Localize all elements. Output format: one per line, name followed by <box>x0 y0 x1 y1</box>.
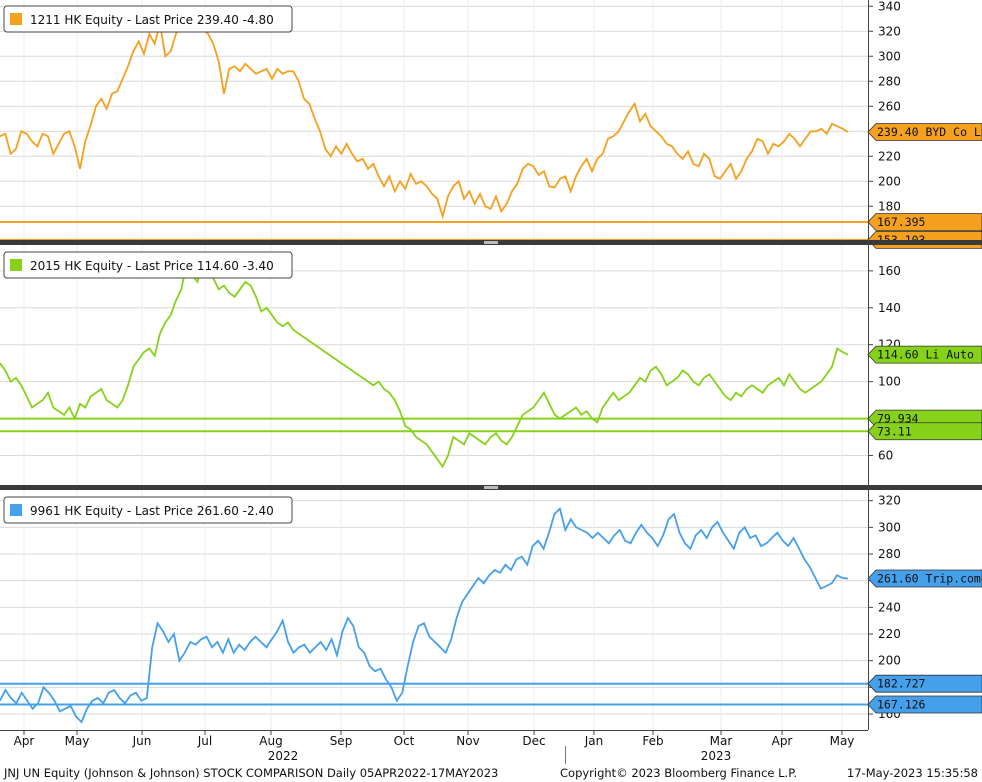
reference-tag-label: 167.126 <box>877 697 926 711</box>
panel-1211-hk: 180200220240260280300320340 167.395153.1… <box>0 0 982 249</box>
legend-swatch <box>10 259 22 271</box>
y-tick-label: 60 <box>878 448 893 462</box>
y-tick-label: 340 <box>878 0 901 13</box>
y-tick-label: 280 <box>878 74 901 88</box>
last-price-tag-label: 239.40 BYD Co Lt <box>877 125 982 139</box>
footer-description: JNJ UN Equity (Johnson & Johnson) STOCK … <box>3 766 498 780</box>
price-line <box>0 11 849 220</box>
legend-label: 9961 HK Equity - Last Price 261.60 -2.40 <box>30 504 274 518</box>
last-price-tag <box>867 345 982 364</box>
y-tick-label: 220 <box>878 627 901 641</box>
x-tick-label: Dec <box>522 734 545 748</box>
legend-swatch <box>10 504 22 516</box>
y-axis-ticks: 180200220240260280300320340 <box>868 0 901 213</box>
reference-tag <box>867 213 982 231</box>
reference-lines <box>0 682 868 706</box>
divider-grip[interactable] <box>484 486 498 489</box>
price-line <box>0 260 849 469</box>
y-tick-label: 220 <box>878 149 901 163</box>
year-label-2023: 2023 <box>701 749 732 763</box>
y-tick-label: 100 <box>878 375 901 389</box>
plot-area <box>0 490 868 730</box>
reference-lines <box>0 417 868 433</box>
reference-tag-label: 73.11 <box>877 424 912 438</box>
x-tick-label: Jan <box>584 734 604 748</box>
month-labels: Apr May Jun Jul Aug Sep Oct Nov Dec Jan Feb Mar Apr M… <box>14 730 855 748</box>
price-line <box>0 506 849 724</box>
x-tick-label: Apr <box>14 734 35 748</box>
gridlines <box>0 490 868 730</box>
y-tick-label: 300 <box>878 520 901 534</box>
last-price-tag-label: 114.60 Li Auto I <box>877 348 982 362</box>
year-label-2022: 2022 <box>268 749 299 763</box>
y-tick-label: 280 <box>878 547 901 561</box>
legend-swatch <box>10 13 22 25</box>
reference-tag <box>867 422 982 441</box>
footer-copyright: Copyright© 2023 Bloomberg Finance L.P. <box>560 766 797 780</box>
reference-tag-label: 182.727 <box>877 677 926 691</box>
y-tick-label: 260 <box>878 99 901 113</box>
value-tags[interactable]: 182.727 167.126 261.60 Trip.com <box>867 569 982 714</box>
y-tick-label: 160 <box>878 264 901 278</box>
footer: JNJ UN Equity (Johnson & Johnson) STOCK … <box>3 766 978 780</box>
last-price-tag-label: 261.60 Trip.com <box>877 572 981 586</box>
x-tick-label: Jun <box>132 734 152 748</box>
legend-box[interactable]: 2015 HK Equity - Last Price 114.60 -3.40 <box>3 251 293 279</box>
legend-label: 1211 HK Equity - Last Price 239.40 -4.80 <box>30 13 274 27</box>
x-tick-label: Nov <box>456 734 479 748</box>
panel-9961-hk: 160180200220240260280300320 182.727167.1… <box>0 490 982 730</box>
legend-frame <box>3 496 293 524</box>
gridlines <box>0 0 868 240</box>
legend-frame <box>3 5 293 33</box>
x-tick-label: Oct <box>394 734 415 748</box>
legend-label: 2015 HK Equity - Last Price 114.60 -3.40 <box>30 259 274 273</box>
x-tick-label: Apr <box>772 734 793 748</box>
x-tick-label: Feb <box>642 734 663 748</box>
reference-tag-label: 167.395 <box>877 215 925 229</box>
x-tick-label: Jul <box>197 734 212 748</box>
legend-box[interactable]: 9961 HK Equity - Last Price 261.60 -2.40 <box>3 496 293 524</box>
y-tick-label: 180 <box>878 199 901 213</box>
footer-timestamp: 17-May-2023 15:35:58 <box>847 766 978 780</box>
legend-frame <box>3 251 293 279</box>
x-axis: Apr May Jun Jul Aug Sep Oct Nov Dec Jan Feb Mar Apr M… <box>0 730 868 764</box>
divider-grip[interactable] <box>484 241 498 244</box>
y-tick-label: 320 <box>878 24 901 38</box>
y-tick-label: 240 <box>878 600 901 614</box>
reference-tag-label: 79.934 <box>877 412 919 426</box>
y-tick-label: 200 <box>878 654 901 668</box>
y-tick-label: 300 <box>878 49 901 63</box>
last-price-tag <box>867 569 982 588</box>
x-tick-label: May <box>65 734 90 748</box>
last-price-tag <box>867 123 982 141</box>
y-tick-label: 320 <box>878 494 901 508</box>
x-tick-label: Aug <box>259 734 282 748</box>
x-tick-label: May <box>830 734 855 748</box>
y-tick-label: 200 <box>878 174 901 188</box>
legend-box[interactable]: 1211 HK Equity - Last Price 239.40 -4.80 <box>3 5 293 33</box>
reference-tag <box>867 695 982 714</box>
y-tick-label: 140 <box>878 301 901 315</box>
plot-area <box>0 0 868 240</box>
reference-tag <box>867 674 982 693</box>
reference-lines <box>0 221 868 241</box>
x-tick-label: Mar <box>710 734 733 748</box>
plot-area <box>0 245 868 485</box>
x-tick-label: Sep <box>330 734 353 748</box>
